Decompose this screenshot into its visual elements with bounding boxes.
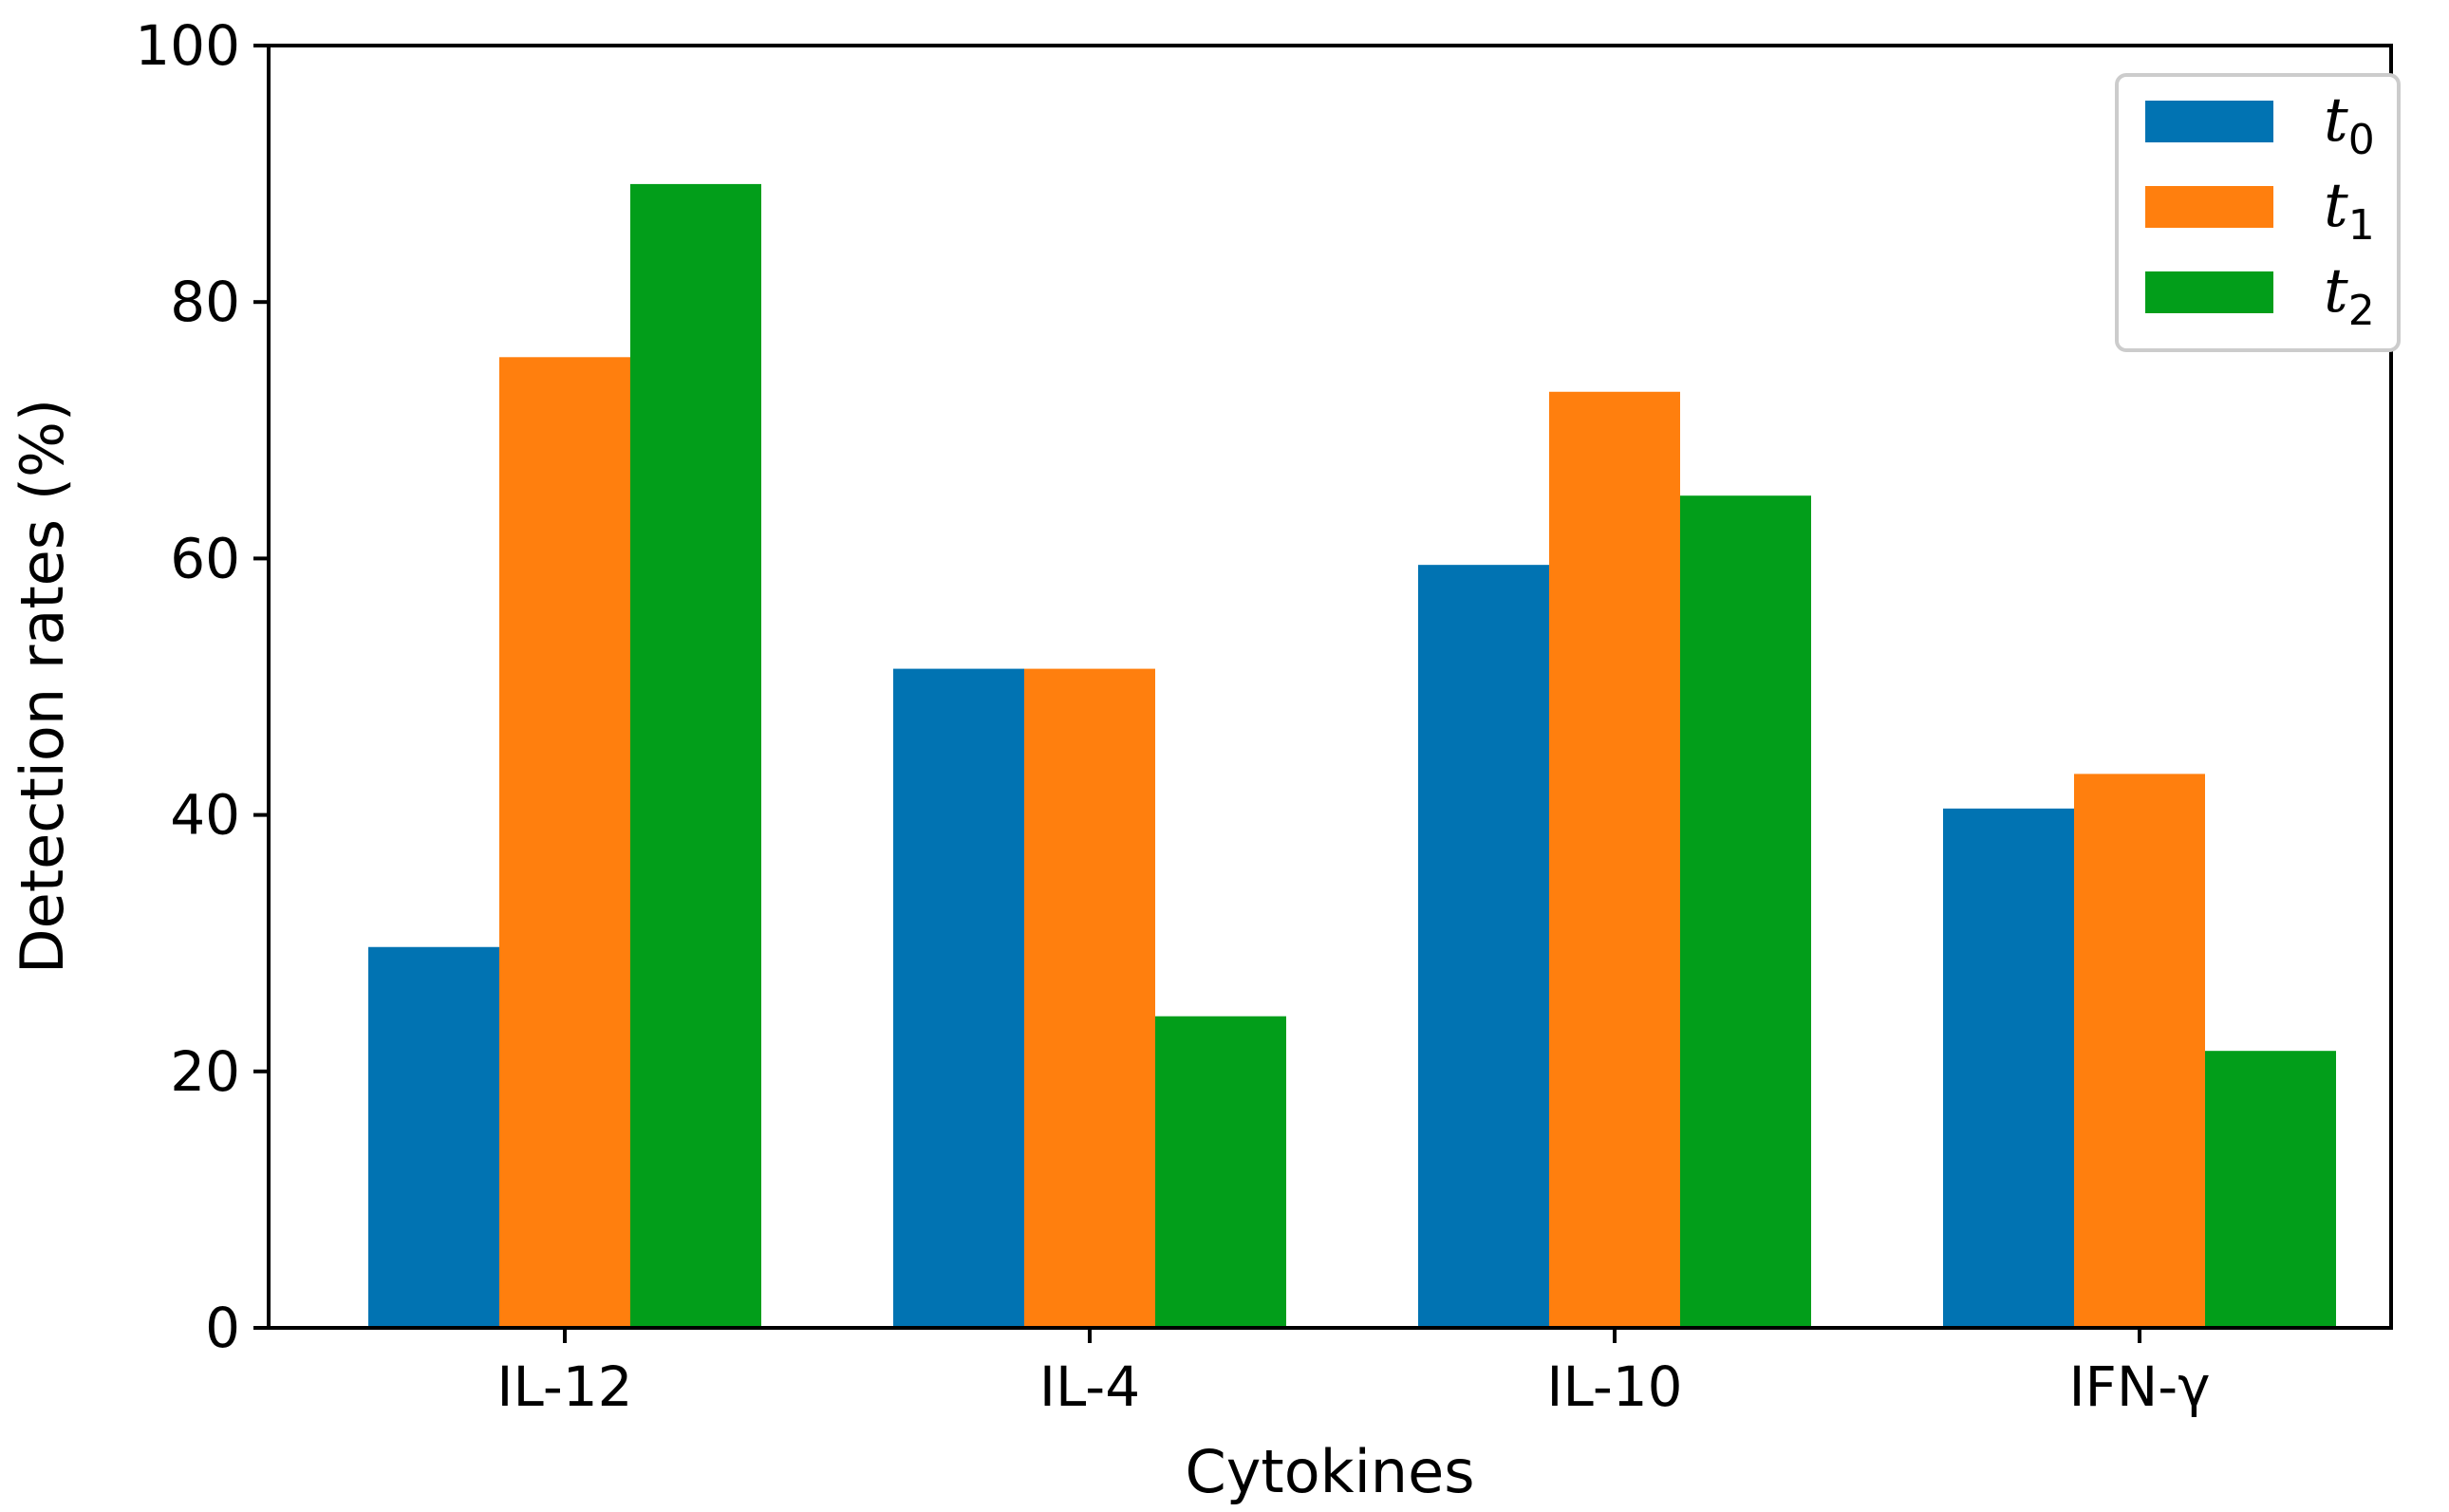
bar-IFN-γ-t2: [2205, 1051, 2336, 1328]
bar-IFN-γ-t0: [1943, 808, 2074, 1328]
bar-IL-12-t2: [630, 183, 761, 1329]
bar-IL-10-t1: [1549, 391, 1680, 1328]
legend-swatch-t2: [2145, 271, 2273, 313]
y-axis-ticks: 0 20 40 60 80 100: [135, 13, 269, 1360]
bar-IFN-γ-t1: [2074, 774, 2205, 1328]
y-axis-label: Detection rates (%): [8, 399, 77, 974]
bars-layer: [368, 183, 2336, 1329]
bar-IL-10-t2: [1680, 495, 1811, 1328]
bar-IL-12-t0: [368, 946, 499, 1328]
y-tick-label: 20: [170, 1039, 240, 1104]
legend-swatch-t1: [2145, 186, 2273, 228]
x-tick-label: IL-4: [1039, 1354, 1140, 1419]
bar-IL-10-t0: [1418, 565, 1549, 1328]
x-tick-label: IL-12: [496, 1354, 632, 1419]
x-tick-label: IL-10: [1546, 1354, 1682, 1419]
bar-IL-4-t1: [1024, 668, 1155, 1328]
bar-IL-4-t2: [1155, 1016, 1286, 1328]
bar-IL-12-t1: [499, 357, 630, 1329]
y-tick-label: 60: [170, 526, 240, 590]
legend-swatch-t0: [2145, 101, 2273, 142]
plot-frame: [267, 44, 2393, 1330]
y-tick-label: 40: [170, 783, 240, 848]
y-tick-label: 100: [135, 13, 240, 78]
bar-IL-4-t0: [893, 668, 1024, 1328]
y-tick-label: 0: [205, 1296, 240, 1360]
x-axis-ticks: IL-12 IL-4 IL-10 IFN-γ: [496, 1328, 2211, 1419]
x-axis-label: Cytokines: [1185, 1437, 1474, 1506]
x-tick-label: IFN-γ: [2068, 1354, 2210, 1419]
y-tick-label: 80: [170, 270, 240, 334]
